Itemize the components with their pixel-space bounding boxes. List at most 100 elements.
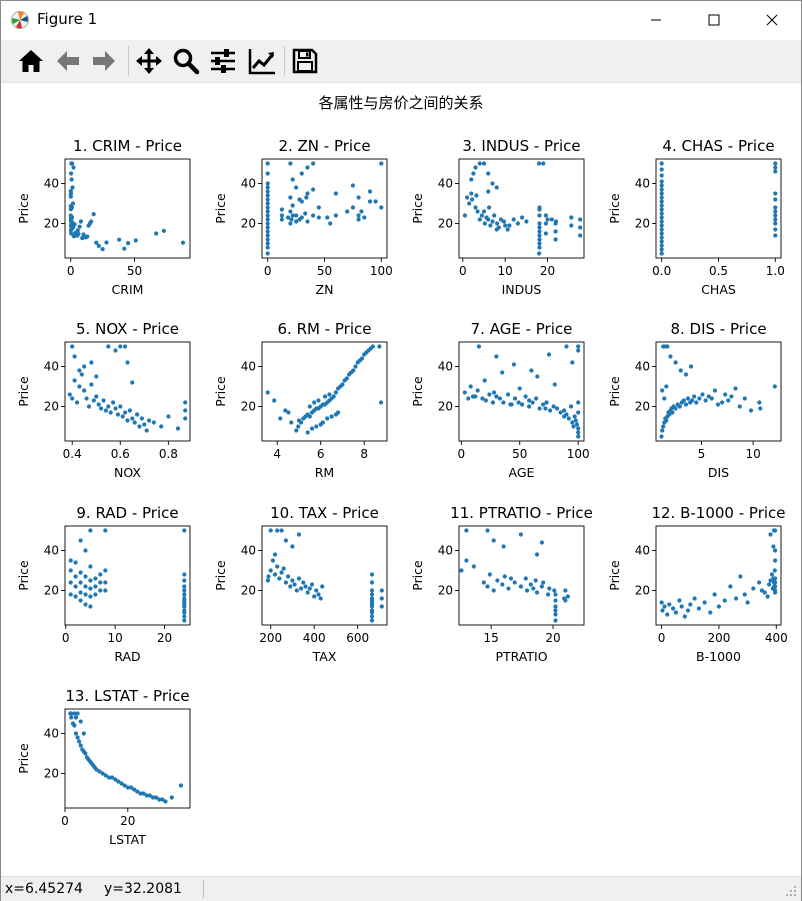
scatter-point xyxy=(715,402,721,407)
scatter-point xyxy=(70,344,75,349)
scatter-point xyxy=(534,396,539,401)
scatter-point xyxy=(305,191,310,196)
scatter-point xyxy=(462,390,467,395)
back-button[interactable] xyxy=(51,44,85,78)
maximize-button[interactable] xyxy=(685,1,743,39)
scatter-point xyxy=(659,173,664,178)
scatter-point xyxy=(350,205,355,210)
scatter-point xyxy=(379,400,384,405)
scatter-point xyxy=(501,544,506,549)
scatter-point xyxy=(72,354,77,359)
scatter-point xyxy=(530,400,535,405)
scatter-point xyxy=(290,578,295,583)
scatter-point xyxy=(662,396,667,401)
scatter-point xyxy=(314,588,319,593)
scatter-point xyxy=(94,374,99,379)
scatter-point xyxy=(541,402,546,407)
scatter-point xyxy=(265,171,270,176)
close-button[interactable] xyxy=(743,1,801,39)
scatter-point xyxy=(68,191,74,196)
scatter-point xyxy=(569,215,574,220)
scatter-point xyxy=(659,227,664,232)
x-tick-label: 400 xyxy=(303,631,326,645)
subplot-title: 4. CHAS - Price xyxy=(662,137,774,155)
subplot-title: 5. NOX - Price xyxy=(76,320,179,338)
scatter-point xyxy=(73,731,79,736)
scatter-points xyxy=(462,161,583,256)
y-tick-label: 40 xyxy=(44,544,59,558)
scatter-point xyxy=(299,171,304,176)
home-button[interactable] xyxy=(14,44,48,78)
zoom-button[interactable] xyxy=(169,44,203,78)
scatter-point xyxy=(70,396,75,401)
resize-grip-icon[interactable] xyxy=(783,883,797,897)
scatter-point xyxy=(265,197,270,202)
scatter-point xyxy=(103,773,108,778)
scatter-point xyxy=(88,578,93,583)
scatter-point xyxy=(304,195,309,200)
scatter-point xyxy=(768,532,773,537)
scatter-point xyxy=(494,354,499,359)
scatter-point xyxy=(513,396,518,401)
scatter-point xyxy=(670,410,675,415)
scatter-point xyxy=(466,396,471,401)
scatter-point xyxy=(523,576,528,581)
scatter-point xyxy=(377,344,382,349)
scatter-point xyxy=(486,217,491,222)
y-axis-label: Price xyxy=(213,376,228,407)
scatter-point xyxy=(289,217,294,222)
scatter-point xyxy=(351,368,356,373)
scatter-point xyxy=(677,598,682,603)
scatter-point xyxy=(111,400,116,405)
scatter-point xyxy=(494,394,499,399)
scatter-point xyxy=(548,408,553,413)
scatter-point xyxy=(520,215,525,220)
scatter-point xyxy=(94,394,99,399)
scatter-point xyxy=(470,197,475,202)
scatter-point xyxy=(673,360,678,365)
scatter-point xyxy=(491,390,497,395)
figure-canvas[interactable]: 各属性与房价之间的关系 1. CRIM - Price 0 50 20 40 CRIM Pr… xyxy=(1,83,801,875)
title-bar: Figure 1 xyxy=(1,1,801,39)
scatter-point xyxy=(573,418,578,423)
scatter-point xyxy=(495,221,500,226)
scatter-point xyxy=(333,191,338,196)
scatter-point xyxy=(660,608,665,613)
window-title: Figure 1 xyxy=(37,10,98,28)
edit-axis-button[interactable] xyxy=(245,44,279,78)
scatter-point xyxy=(757,580,762,585)
scatter-point xyxy=(482,221,487,226)
scatter-point xyxy=(501,219,506,224)
forward-button[interactable] xyxy=(87,44,121,78)
scatter-point xyxy=(288,221,293,226)
cursor-x-readout: x=6.45274 xyxy=(5,881,83,897)
scatter-point xyxy=(758,406,763,411)
x-tick-label: 0 xyxy=(459,264,467,278)
scatter-point xyxy=(537,233,542,238)
scatter-point xyxy=(182,578,187,583)
scatter-point xyxy=(767,582,772,587)
scatter-point xyxy=(70,201,76,206)
scatter-points xyxy=(265,344,384,435)
scatter-point xyxy=(68,194,73,199)
scatter-point xyxy=(299,215,304,220)
save-button[interactable] xyxy=(288,44,322,78)
subplot-6: 6. RM - Price 4 6 8 20 40 RM Price xyxy=(213,320,388,480)
scatter-point xyxy=(69,215,75,220)
scatter-point xyxy=(570,360,575,365)
scatter-point xyxy=(100,771,105,776)
scatter-point xyxy=(144,428,149,433)
scatter-point xyxy=(562,408,567,413)
scatter-point xyxy=(773,221,778,226)
scatter-point xyxy=(123,410,128,415)
configure-subplots-button[interactable] xyxy=(206,44,240,78)
scatter-point xyxy=(729,394,734,399)
scatter-point xyxy=(182,528,187,533)
minimize-button[interactable] xyxy=(627,1,685,39)
scatter-point xyxy=(490,219,495,224)
scatter-point xyxy=(524,219,529,224)
scatter-point xyxy=(115,412,120,417)
pan-button[interactable] xyxy=(132,44,166,78)
scatter-point xyxy=(369,572,375,577)
